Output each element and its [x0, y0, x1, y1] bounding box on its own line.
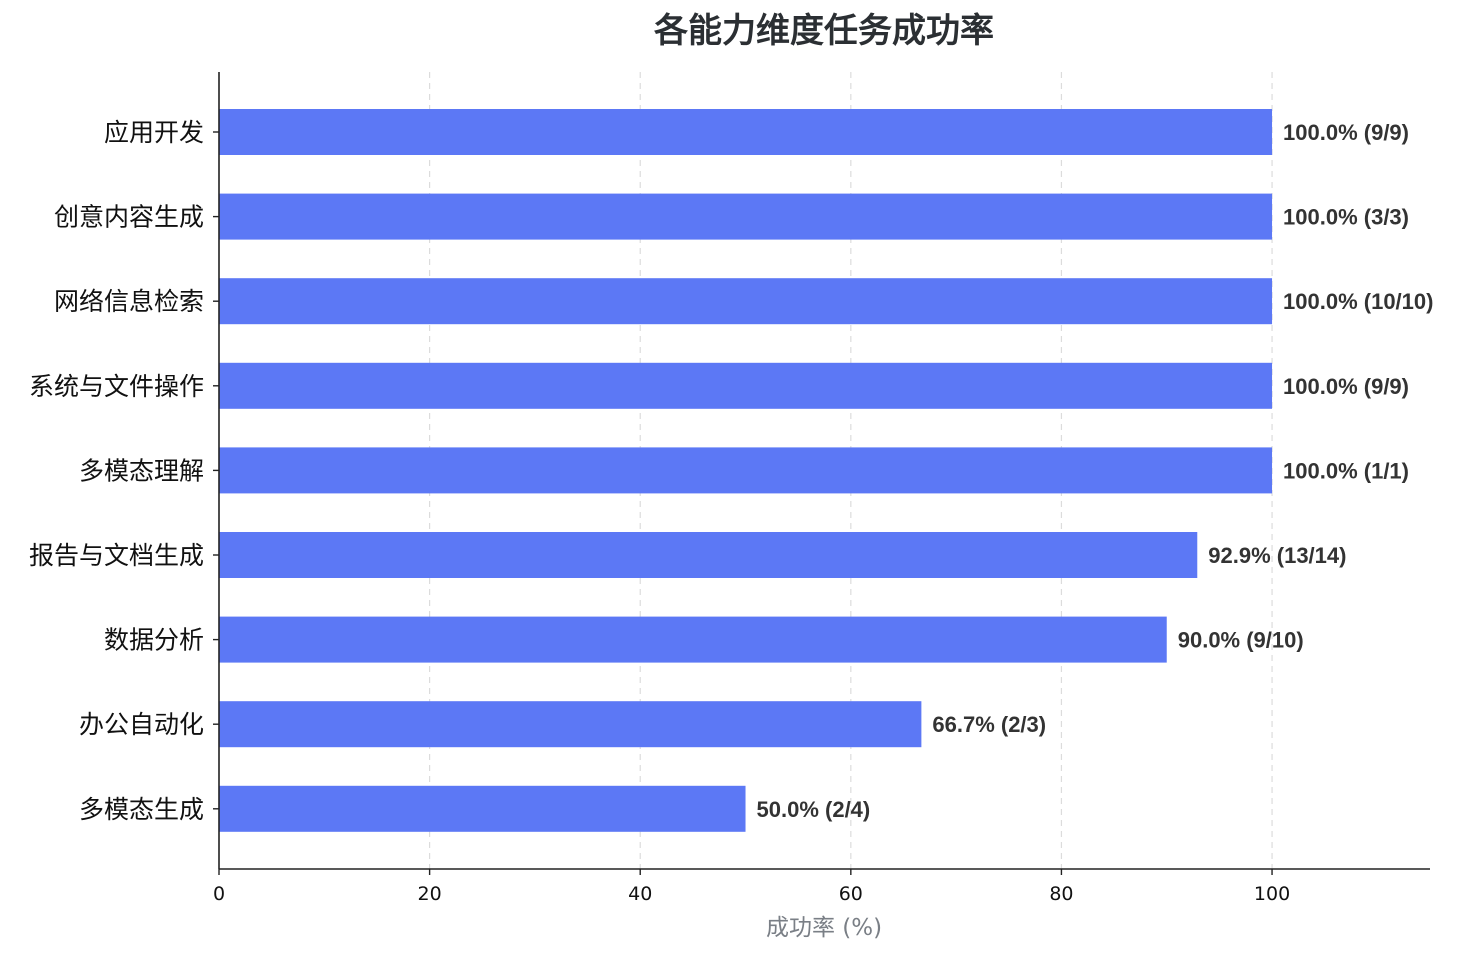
bar	[219, 785, 746, 832]
chart-title: 各能力维度任务成功率	[654, 11, 994, 51]
value-label: 100.0% (1/1)	[1283, 458, 1409, 483]
category-label: 多模态理解	[79, 456, 204, 485]
category-label: 应用开发	[104, 118, 204, 147]
value-label: 50.0% (2/4)	[757, 797, 871, 822]
bar	[219, 701, 922, 748]
value-labels: 100.0% (9/9) 100.0% (3/3) 100.0% (10/10) 10…	[757, 120, 1434, 822]
value-label: 92.9% (13/14)	[1208, 543, 1346, 568]
category-labels: 应用开发创意内容生成网络信息检索系统与文件操作多模态理解报告与文档生成数据分析办…	[29, 118, 219, 824]
bar	[219, 532, 1198, 578]
x-tick-label: 100	[1254, 883, 1290, 905]
category-label: 创意内容生成	[54, 203, 204, 232]
x-tick-label: 40	[628, 883, 652, 905]
x-axis-label: 成功率 (%)	[766, 915, 882, 941]
bar	[219, 362, 1273, 409]
category-label: 数据分析	[104, 626, 204, 655]
x-axis-ticks: 0 20 40 60 80 100	[213, 869, 1290, 905]
category-label: 办公自动化	[79, 710, 204, 739]
value-label: 100.0% (9/9)	[1283, 374, 1409, 399]
value-label: 100.0% (9/9)	[1283, 120, 1409, 145]
category-label: 报告与文档生成	[29, 541, 204, 570]
x-tick-label: 20	[418, 883, 442, 905]
bar	[219, 616, 1167, 663]
x-tick-label: 80	[1049, 883, 1073, 905]
x-tick-label: 60	[839, 883, 863, 905]
bar	[219, 447, 1273, 494]
category-label: 多模态生成	[79, 795, 204, 824]
value-label: 90.0% (9/10)	[1178, 628, 1304, 653]
value-label: 66.7% (2/3)	[932, 712, 1046, 737]
category-label: 系统与文件操作	[29, 372, 204, 401]
bar	[219, 193, 1273, 240]
category-label: 网络信息检索	[54, 287, 204, 316]
value-label: 100.0% (3/3)	[1283, 205, 1409, 230]
bar	[219, 109, 1273, 155]
bars	[219, 109, 1273, 832]
x-tick-label: 0	[213, 883, 225, 905]
value-label: 100.0% (10/10)	[1283, 289, 1433, 314]
bar	[219, 278, 1273, 325]
